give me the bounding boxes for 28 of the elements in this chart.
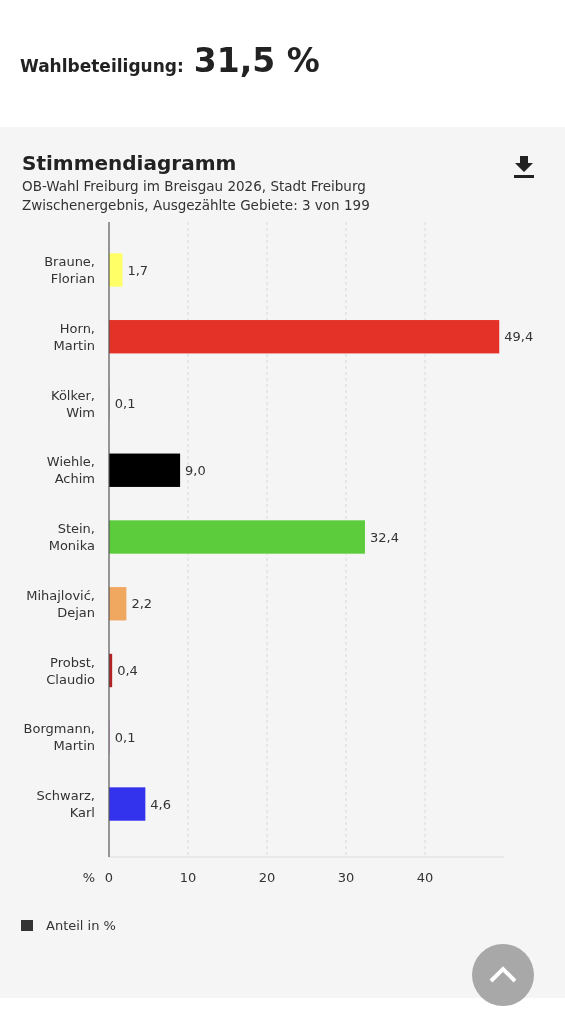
text: Wahlbeteiligung: 31,5 % [20, 41, 320, 80]
data-label: 9,0 [185, 462, 206, 478]
chart-title: Stimmendiagramm [22, 151, 237, 175]
y-tick-label: Mihajlović, Dejan [26, 587, 95, 620]
data-label: 32,4 [369, 529, 399, 545]
data-label: 0,4 [117, 663, 138, 679]
x-tick-label: 0 [104, 870, 114, 885]
data-label: 1,7 [127, 262, 149, 278]
y-tick-label: Schwarz, Karl [36, 788, 95, 821]
data-label: 2,2 [131, 596, 153, 612]
y-tick-label: Horn, Martin [53, 320, 95, 353]
y-tick-label: Borgmann, Martin [23, 721, 95, 754]
y-tick-label: Wiehle, Achim [46, 454, 95, 487]
data-label: 49,4 [504, 329, 534, 345]
data-label: 0,1 [114, 729, 136, 745]
x-axis-title: % [82, 870, 96, 885]
data-label: 0,1 [114, 396, 136, 412]
y-tick-label: Stein, Monika [48, 521, 95, 554]
x-tick-label: 20 [258, 870, 276, 885]
x-tick-label: 30 [337, 870, 355, 885]
y-tick-label: Kölker, Wim [51, 387, 95, 420]
chart-subtitle: OB-Wahl Freiburg im Breisgau 2026, Stadt Freiburg Zwischenergebnis, Ausgezählte Gebiete: 3 von 199 [22, 178, 370, 213]
x-tick-label: 10 [179, 870, 197, 885]
x-tick-label: 40 [416, 870, 434, 885]
y-tick-label: Probst, Claudio [46, 654, 96, 687]
text: Anteil in % [46, 918, 116, 933]
data-label: 4,6 [150, 796, 172, 812]
y-tick-label: Braune, Florian [44, 254, 95, 287]
